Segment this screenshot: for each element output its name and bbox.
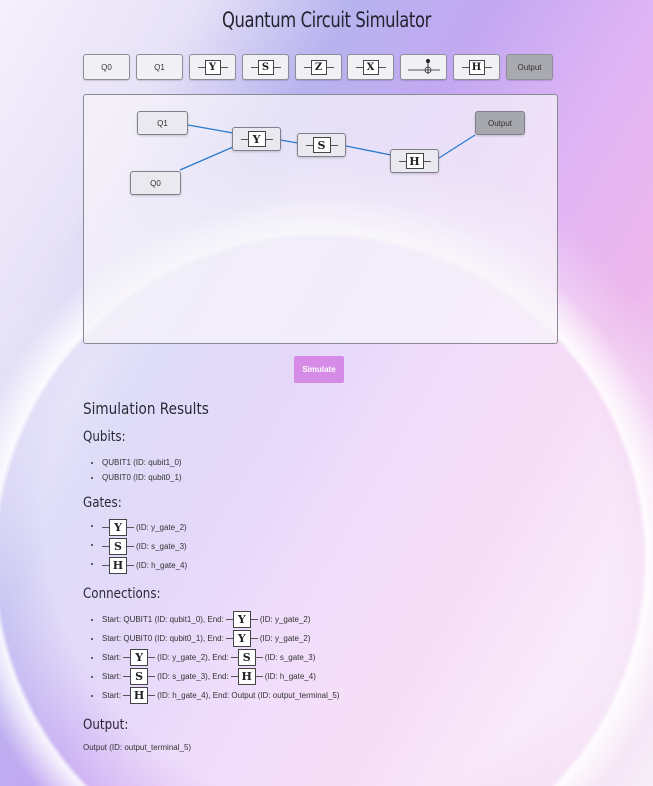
s-gate-icon: S (305, 137, 338, 153)
canvas-y-gate-node[interactable]: Y (232, 127, 281, 151)
connections-list: Start: QUBIT1 (ID: qubit1_0), End: Y (ID… (88, 611, 339, 706)
connection-start: Start: (102, 672, 122, 681)
page-title: Quantum Circuit Simulator (222, 8, 431, 32)
list-item: Start: QUBIT1 (ID: qubit1_0), End: Y (ID… (102, 611, 339, 630)
y-gate-icon: Y (225, 630, 258, 647)
canvas-s-gate-node[interactable]: S (297, 133, 346, 157)
palette-x-gate-button[interactable]: X (347, 54, 394, 80)
list-item: Y (ID: y_gate_2) (102, 519, 187, 538)
list-item: Start: QUBIT0 (ID: qubit0_1), End: Y (ID… (102, 630, 339, 649)
canvas-qubit0-node[interactable]: Q0 (130, 171, 181, 195)
connection-start: Start: (102, 653, 122, 662)
palette-cnot-gate-button[interactable] (400, 54, 447, 80)
canvas-output-label: Output (487, 118, 512, 128)
list-item: QUBIT0 (ID: qubit0_1) (102, 470, 182, 485)
y-gate-icon: Y (123, 649, 156, 666)
output-value: Output (ID: output_terminal_5) (83, 743, 192, 752)
y-gate-icon: Y (197, 59, 228, 75)
list-item: H (ID: h_gate_4) (102, 557, 187, 576)
simulate-button[interactable]: Simulate (294, 356, 344, 383)
palette-y-gate-button[interactable]: Y (189, 54, 236, 80)
connection-mid: (ID: h_gate_4), End: Output (ID: output_… (157, 691, 340, 700)
cnot-gate-icon (407, 59, 440, 74)
h-gate-icon: H (398, 153, 431, 169)
circuit-canvas[interactable]: Q1 Q0 Y S H Output (83, 94, 558, 344)
connection-end-id: (ID: y_gate_2) (259, 634, 311, 643)
z-gate-icon: Z (303, 59, 334, 75)
list-item: S (ID: s_gate_3) (102, 538, 187, 557)
palette-z-gate-button[interactable]: Z (295, 54, 342, 80)
y-gate-icon: Y (102, 519, 134, 536)
palette-qubit1-label: Q1 (154, 62, 165, 72)
gate-id: (ID: s_gate_3) (136, 542, 187, 551)
gates-heading: Gates: (83, 495, 122, 511)
connection-mid: (ID: s_gate_3), End: (157, 672, 229, 681)
connection-end-id: (ID: y_gate_2) (259, 615, 311, 624)
y-gate-icon: Y (225, 611, 258, 628)
list-item: Start: Y (ID: y_gate_2), End: S (ID: s_g… (102, 649, 339, 668)
circuit-wires (179, 124, 476, 171)
h-gate-icon: H (123, 687, 156, 704)
connections-heading: Connections: (83, 586, 161, 602)
s-gate-icon: S (123, 668, 156, 685)
x-gate-icon: X (355, 59, 386, 75)
canvas-qubit0-label: Q0 (150, 178, 161, 188)
s-gate-icon: S (102, 538, 134, 555)
connection-end-id: (ID: h_gate_4) (264, 672, 316, 681)
palette-h-gate-button[interactable]: H (453, 54, 500, 80)
h-gate-icon: H (230, 668, 263, 685)
palette-output-label: Output (517, 62, 542, 72)
connection-mid: (ID: y_gate_2), End: (157, 653, 229, 662)
qubits-heading: Qubits: (83, 429, 126, 445)
list-item: Start: H (ID: h_gate_4), End: Output (ID… (102, 687, 339, 706)
list-item: QUBIT1 (ID: qubit1_0) (102, 455, 182, 470)
h-gate-icon: H (102, 557, 134, 574)
canvas-qubit1-label: Q1 (157, 118, 168, 128)
connection-end-id: (ID: s_gate_3) (264, 653, 316, 662)
results-heading: Simulation Results (83, 399, 209, 418)
palette-qubit0-button[interactable]: Q0 (83, 54, 130, 80)
h-gate-icon: H (461, 59, 492, 75)
connection-start: Start: QUBIT1 (ID: qubit1_0), End: (102, 615, 224, 624)
palette-qubit1-button[interactable]: Q1 (136, 54, 183, 80)
connection-start: Start: (102, 691, 122, 700)
s-gate-icon: S (230, 649, 263, 666)
canvas-h-gate-node[interactable]: H (390, 149, 439, 173)
connection-start: Start: QUBIT0 (ID: qubit0_1), End: (102, 634, 224, 643)
list-item: Start: S (ID: s_gate_3), End: H (ID: h_g… (102, 668, 339, 687)
y-gate-icon: Y (240, 131, 273, 147)
gates-list: Y (ID: y_gate_2) S (ID: s_gate_3) H (ID:… (88, 519, 187, 576)
palette-qubit0-label: Q0 (101, 62, 112, 72)
palette-output-button[interactable]: Output (506, 54, 553, 80)
gate-id: (ID: h_gate_4) (136, 561, 188, 570)
qubits-list: QUBIT1 (ID: qubit1_0) QUBIT0 (ID: qubit0… (88, 455, 182, 485)
s-gate-icon: S (250, 59, 281, 75)
canvas-qubit1-node[interactable]: Q1 (137, 111, 188, 135)
output-heading: Output: (83, 717, 129, 733)
palette-s-gate-button[interactable]: S (242, 54, 289, 80)
gate-id: (ID: y_gate_2) (136, 523, 187, 532)
canvas-output-node[interactable]: Output (475, 111, 525, 135)
